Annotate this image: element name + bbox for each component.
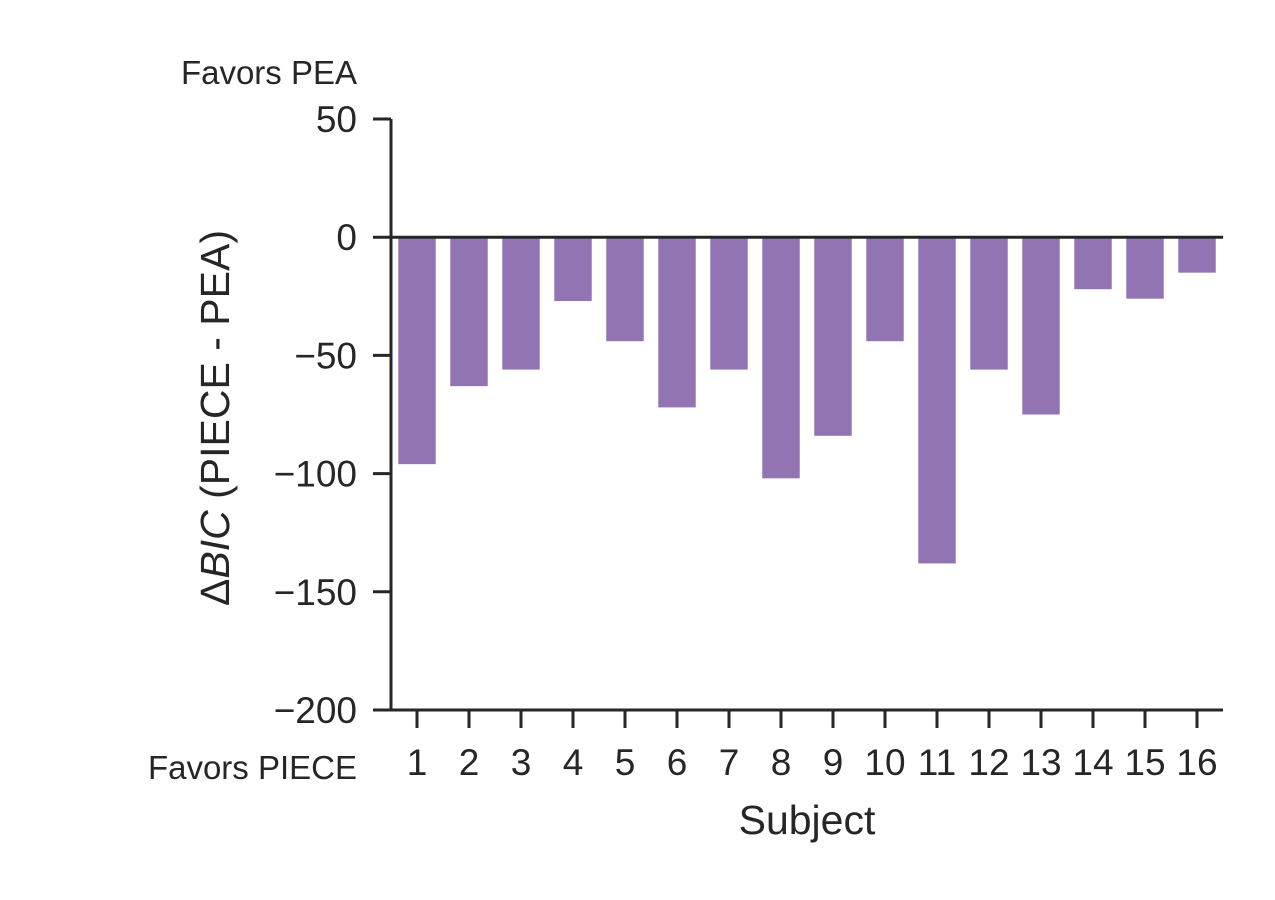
bar-subject-2 xyxy=(450,237,488,387)
bar-subject-6 xyxy=(658,237,696,408)
y-axis-title-suffix: (PIECE - PEA) xyxy=(192,230,238,510)
bars-group xyxy=(398,237,1216,564)
x-tick-label: 4 xyxy=(563,742,584,783)
bar-subject-14 xyxy=(1074,237,1112,290)
x-tick-label: 6 xyxy=(667,742,688,783)
x-tick-label: 14 xyxy=(1072,742,1113,783)
y-axis: 50 0 −50 −100 −150 −200 xyxy=(274,99,393,731)
bar-subject-3 xyxy=(502,237,540,370)
y-axis-title-delta: Δ xyxy=(192,579,238,606)
x-tick-label: 13 xyxy=(1020,742,1061,783)
y-tick-label: 50 xyxy=(316,99,357,140)
bar-subject-1 xyxy=(398,237,436,465)
bar-subject-11 xyxy=(918,237,956,564)
x-tick-label: 1 xyxy=(407,742,428,783)
x-tick-label: 15 xyxy=(1124,742,1165,783)
bar-subject-9 xyxy=(814,237,852,436)
x-tick-label: 8 xyxy=(771,742,792,783)
bar-subject-4 xyxy=(554,237,592,302)
y-tick-label: 0 xyxy=(336,217,357,258)
x-tick-label: 7 xyxy=(719,742,740,783)
bar-subject-15 xyxy=(1126,237,1164,299)
y-tick-label: −200 xyxy=(274,690,357,731)
bar-subject-13 xyxy=(1022,237,1060,415)
bar-subject-7 xyxy=(710,237,748,370)
y-axis-title-bic: BIC xyxy=(192,510,238,579)
y-axis-title: ΔBIC (PIECE - PEA) xyxy=(192,230,238,606)
x-tick-label: 12 xyxy=(968,742,1009,783)
x-tick-label: 11 xyxy=(918,742,956,783)
x-tick-label: 5 xyxy=(615,742,636,783)
x-tick-label: 9 xyxy=(823,742,844,783)
x-tick-label: 10 xyxy=(864,742,905,783)
bar-subject-10 xyxy=(866,237,904,342)
x-tick-label: 3 xyxy=(511,742,532,783)
y-tick-label: −150 xyxy=(274,572,357,613)
x-tick-label: 2 xyxy=(459,742,480,783)
x-axis-title: Subject xyxy=(739,797,876,843)
y-tick-label: −50 xyxy=(294,335,357,376)
bar-subject-5 xyxy=(606,237,644,342)
y-tick-label: −100 xyxy=(274,454,357,495)
annotation-favors-piece: Favors PIECE xyxy=(148,749,357,786)
bar-subject-16 xyxy=(1178,237,1216,273)
x-axis: 1 2 3 4 5 6 7 8 9 10 11 12 13 14 15 16 xyxy=(391,708,1223,783)
annotation-favors-pea: Favors PEA xyxy=(181,54,357,91)
bar-subject-12 xyxy=(970,237,1008,370)
bar-subject-8 xyxy=(762,237,800,479)
x-tick-label: 16 xyxy=(1176,742,1217,783)
